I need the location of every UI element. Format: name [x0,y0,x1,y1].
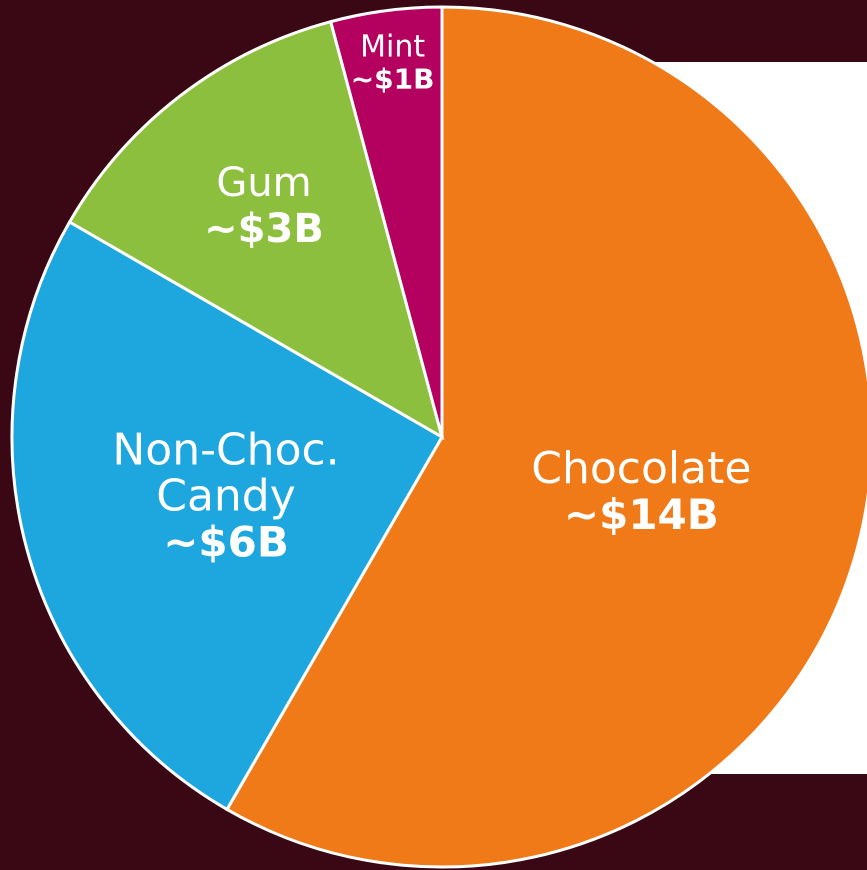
slice-label: Mint [360,29,425,64]
pie-slice-mint [328,5,444,438]
pie-slices [10,5,867,869]
slice-label: Gum [216,160,311,206]
slice-label: Non-Choc. [112,424,339,475]
slice-label: Candy [156,470,296,521]
pie-slice-chocolate [224,5,867,869]
slice-value-label: ~$1B [351,62,435,95]
slice-value-label: ~$6B [163,517,289,566]
pie-labels: Chocolate~$14B Non-Choc.Candy~$6B Gum~$3B M… [112,29,751,566]
pie-slice-gum [67,19,445,441]
slice-label: Chocolate [531,443,751,494]
slice-value-label: ~$3B [204,206,324,252]
slice-value-label: ~$14B [564,490,719,539]
pie-slice-non-choc-candy [10,219,445,812]
